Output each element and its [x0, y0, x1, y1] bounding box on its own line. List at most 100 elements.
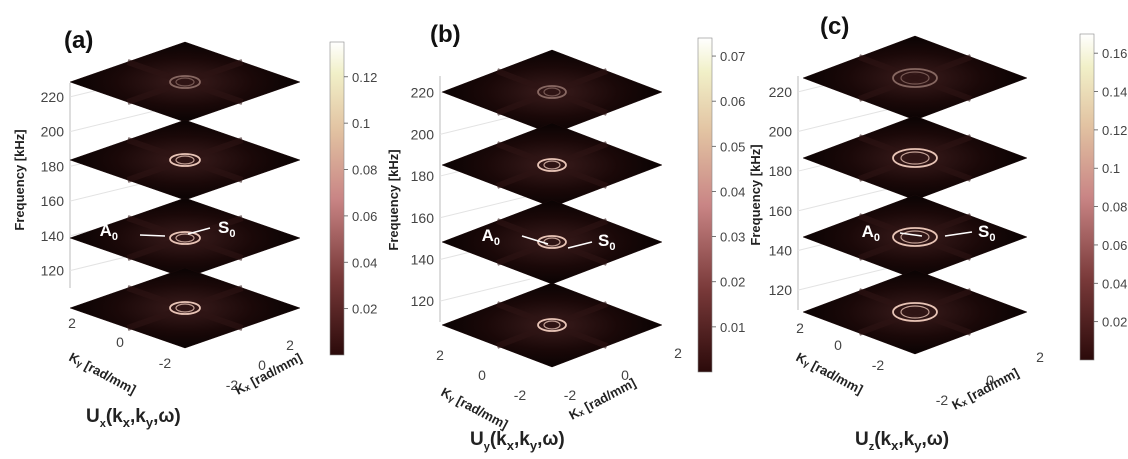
z-tick-label: 120: [769, 282, 793, 298]
colorbar-tick-label: 0.12: [1102, 123, 1127, 138]
kx-tick-label: -2: [226, 377, 239, 393]
ky-tick-label: 2: [436, 347, 444, 363]
ky-tick-label: -2: [872, 357, 885, 373]
wave-ring-inner: [543, 160, 561, 170]
caption-part: (k: [490, 429, 507, 450]
annotation-sub: 0: [989, 232, 995, 244]
z-tick-label: 220: [41, 89, 65, 105]
wave-ring-inner: [543, 320, 561, 330]
wave-ring-inner: [543, 87, 561, 97]
panel-label: (c): [820, 13, 849, 40]
slice-streak: [126, 59, 244, 105]
wave-ring-inner: [175, 155, 195, 165]
caption-sub: x: [507, 438, 515, 453]
slice-streak: [495, 218, 609, 266]
wave-ring-inner: [175, 303, 195, 313]
caption-part: ,k: [898, 429, 914, 450]
z-axis-title: Frequency [kHz]: [12, 129, 27, 230]
wave-ring-outer: [169, 301, 201, 315]
colorbar: [1079, 33, 1095, 361]
caption-sub: x: [100, 418, 107, 430]
ky-tick-label: 2: [796, 320, 804, 336]
kx-axis-title: Kₓ [rad/mm]: [232, 350, 304, 398]
colorbar-tick-label: 0.02: [1102, 315, 1127, 330]
annotation-arrow-s0: [567, 241, 593, 249]
wave-ring-inner: [900, 151, 930, 165]
z-tick-label: 220: [769, 84, 793, 100]
annotation-arrow-a0: [521, 235, 549, 245]
panel-caption: Ux(kx,ky,ω): [86, 406, 181, 430]
panel-caption: Uy(kx,ky,ω): [470, 429, 565, 453]
wave-ring-outer: [537, 235, 567, 249]
kx-tick-label: -2: [936, 392, 949, 408]
wave-ring-outer: [169, 75, 201, 89]
caption-sub: y: [530, 438, 538, 453]
z-gridline: [439, 195, 531, 219]
caption-part: U: [855, 429, 869, 450]
kx-axis-title: Kₓ [rad/mm]: [566, 375, 638, 423]
annotation-arrow-a0: [139, 234, 166, 237]
colorbar: [329, 41, 345, 356]
caption-part: U: [86, 406, 100, 427]
kx-tick-label: 0: [258, 357, 266, 373]
wave-ring-outer: [892, 148, 938, 168]
kx-tick-label: -2: [564, 387, 577, 403]
slice-streak: [857, 288, 973, 336]
caption-sub: z: [869, 441, 875, 453]
kx-tick-label: 0: [621, 367, 629, 383]
z-tick-label: 180: [41, 158, 65, 174]
z-gridline: [69, 109, 161, 133]
annotation-sub: 0: [609, 241, 615, 253]
z-tick-label: 140: [769, 243, 793, 259]
slice-streak: [495, 301, 609, 349]
wave-ring-outer: [169, 231, 201, 245]
caption-part: U: [470, 429, 484, 450]
panel-label: (a): [64, 27, 93, 54]
z-gridline: [439, 278, 531, 302]
slice-streak: [857, 134, 973, 182]
z-tick-label: 200: [769, 124, 793, 140]
wave-ring-inner: [175, 77, 195, 87]
caption-sub: y: [914, 438, 922, 453]
kx-tick-label: 0: [986, 372, 994, 388]
slice-streak: [857, 54, 973, 102]
panel-label: (b): [430, 21, 461, 48]
ky-tick-label: 0: [478, 367, 486, 383]
z-tick-label: 200: [411, 126, 435, 142]
annotation-sub: 0: [874, 232, 880, 244]
wave-ring-outer: [537, 318, 567, 332]
caption-part: ,k: [130, 406, 146, 427]
colorbar-tick-label: 0.01: [720, 320, 745, 335]
colorbar-tick-label: 0.04: [352, 255, 377, 270]
annotation-sub: 0: [229, 228, 235, 240]
z-tick-label: 220: [411, 85, 435, 101]
z-gridline: [797, 109, 889, 133]
z-tick-label: 140: [411, 251, 435, 267]
colorbar-tick-label: 0.03: [720, 230, 745, 245]
ky-tick-label: 2: [68, 315, 76, 331]
caption-sub: y: [146, 415, 154, 430]
slice-streak: [126, 215, 244, 261]
slice-streak: [495, 68, 609, 116]
wave-ring-inner: [900, 305, 930, 319]
caption-part: (k: [106, 406, 123, 427]
colorbar-tick-label: 0.06: [352, 209, 377, 224]
ky-axis-title: Kᵧ [rad/mm]: [67, 349, 139, 397]
z-axis-title: Frequency [kHz]: [748, 144, 763, 245]
caption-part: ,ω): [921, 429, 949, 450]
z-tick-label: 200: [41, 124, 65, 140]
wave-ring-outer: [892, 227, 938, 247]
caption-sub: x: [123, 415, 131, 430]
colorbar-tick-label: 0.06: [720, 94, 745, 109]
caption-sub: y: [484, 441, 491, 453]
colorbar-tick-label: 0.04: [720, 184, 745, 199]
kx-tick-label: 2: [674, 345, 682, 361]
colorbar-tick-label: 0.07: [720, 49, 745, 64]
z-tick-label: 180: [769, 163, 793, 179]
kx-tick-label: 2: [286, 337, 294, 353]
kx-tick-label: 2: [1036, 349, 1044, 365]
